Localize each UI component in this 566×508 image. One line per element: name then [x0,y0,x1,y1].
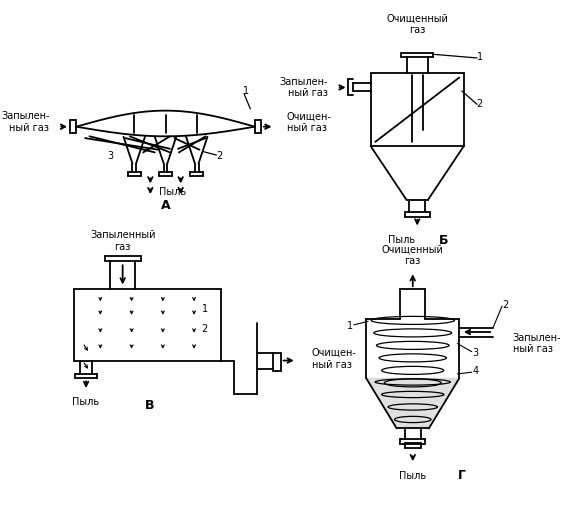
Text: Пыль: Пыль [159,186,186,197]
Text: 3: 3 [107,151,113,161]
Text: Запылен-
ный газ: Запылен- ный газ [280,77,328,98]
Text: 2: 2 [216,151,222,161]
Text: Очищенный
газ: Очищенный газ [386,13,448,35]
Text: 1: 1 [347,321,353,331]
Text: 2: 2 [503,300,509,310]
Bar [70,120,76,133]
Text: 1: 1 [243,86,249,96]
Text: 1: 1 [201,304,208,314]
Bar [273,353,281,371]
Polygon shape [366,378,459,428]
Text: 1: 1 [477,52,483,62]
Text: Очищен-
ный газ: Очищен- ный газ [287,111,332,133]
Text: А: А [161,200,170,212]
Text: 4: 4 [472,366,478,376]
Text: В: В [145,399,154,411]
Bar [255,120,261,133]
Text: Очищенный
газ: Очищенный газ [382,244,444,266]
Text: Г: Г [458,469,466,482]
Text: 2: 2 [201,324,208,334]
Text: 3: 3 [472,347,478,358]
Text: Запылен-
ный газ: Запылен- ный газ [1,111,49,133]
Text: Запыленный
газ: Запыленный газ [90,230,156,252]
Text: Запылен-
ный газ: Запылен- ный газ [513,333,561,355]
Text: Очищен-
ный газ: Очищен- ный газ [312,348,357,370]
Text: Пыль: Пыль [399,471,426,481]
Text: Б: Б [439,234,449,246]
Text: 2: 2 [477,100,483,109]
Bar [405,442,421,448]
Text: Пыль: Пыль [72,397,100,406]
Text: Пыль: Пыль [388,235,415,245]
